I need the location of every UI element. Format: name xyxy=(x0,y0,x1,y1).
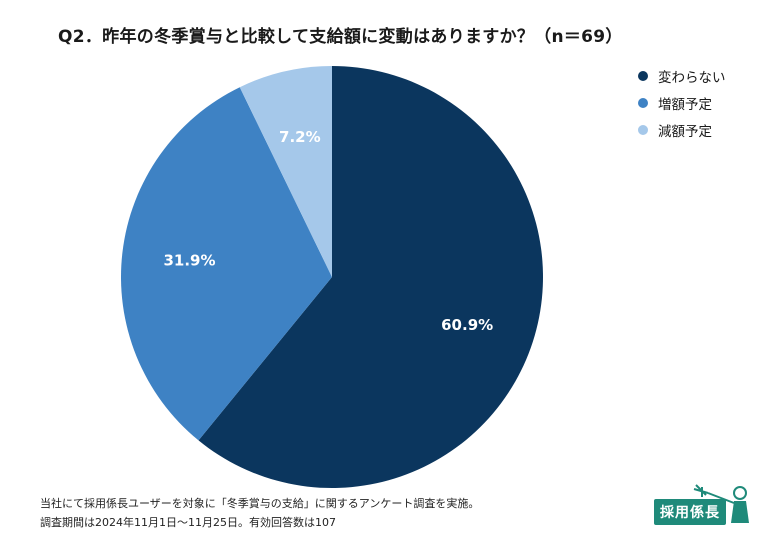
brand-logo: 採用係長 xyxy=(650,483,754,529)
legend-label: 増額予定 xyxy=(658,96,712,113)
survey-note-line: 当社にて採用係長ユーザーを対象に「冬季賞与の支給」に関するアンケート調査を実施。 xyxy=(40,497,480,510)
legend-item: 変わらない xyxy=(638,62,726,89)
logo-text: 採用係長 xyxy=(654,499,726,525)
pie-slice xyxy=(120,87,332,441)
slice-value-label: 7.2% xyxy=(279,128,321,146)
legend-swatch xyxy=(638,124,648,135)
pie-slice xyxy=(198,66,543,488)
survey-note-line: 調査期間は2024年11月1日〜11月25日。有効回答数は107 xyxy=(40,516,336,529)
chart-title: Q2．昨年の冬季賞与と比較して支給額に変動はありますか？（n＝69） xyxy=(58,27,623,47)
mascot-icon xyxy=(693,484,749,523)
legend-item: 増額予定 xyxy=(638,89,726,116)
pie-slice xyxy=(239,66,332,277)
slice-value-label: 60.9% xyxy=(441,316,493,334)
legend-swatch xyxy=(638,97,648,108)
survey-note: 当社にて採用係長ユーザーを対象に「冬季賞与の支給」に関するアンケート調査を実施。… xyxy=(40,494,479,532)
legend-label: 減額予定 xyxy=(658,123,712,140)
legend-swatch xyxy=(638,70,648,81)
slice-value-label: 31.9% xyxy=(163,251,215,269)
legend-label: 変わらない xyxy=(658,69,726,86)
legend: 変わらない 増額予定 減額予定 xyxy=(638,62,726,143)
legend-item: 減額予定 xyxy=(638,116,726,143)
